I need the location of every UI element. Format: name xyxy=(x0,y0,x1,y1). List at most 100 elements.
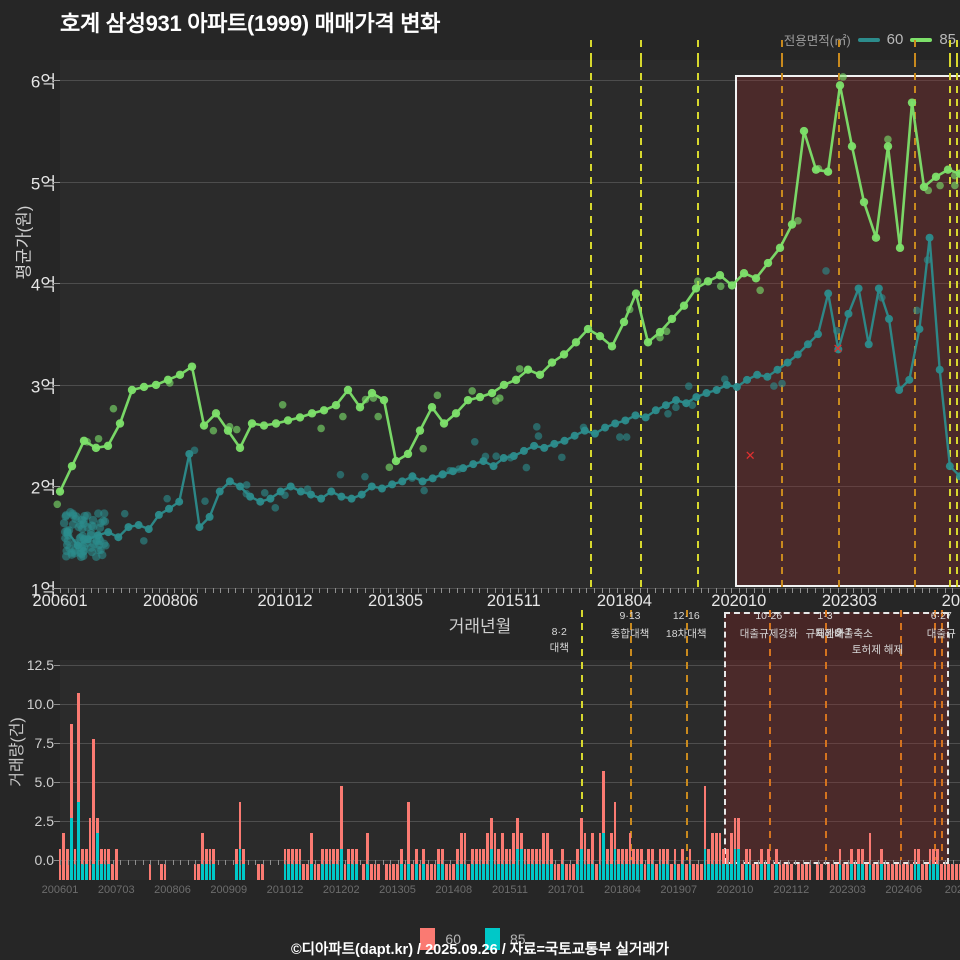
bar-60 xyxy=(448,864,452,880)
bar-60 xyxy=(853,864,857,880)
bar-85 xyxy=(849,864,853,880)
bar-85 xyxy=(407,864,411,880)
bar-60 xyxy=(572,864,576,880)
event-vline-top xyxy=(837,40,840,60)
bar-85 xyxy=(456,864,459,880)
bar-85 xyxy=(936,864,939,880)
bar-85 xyxy=(234,864,238,880)
event-vline-top xyxy=(914,40,917,60)
bar-85 xyxy=(647,864,651,880)
bar-60 xyxy=(778,864,782,880)
bar-60 xyxy=(613,801,617,880)
bar-85 xyxy=(212,864,216,880)
bar-60 xyxy=(594,864,598,880)
bar-60 xyxy=(546,833,549,880)
bar-60 xyxy=(568,864,572,880)
bar-85 xyxy=(92,864,96,880)
legend-swatch-60 xyxy=(857,37,880,42)
event-vline xyxy=(768,610,771,860)
bar-85 xyxy=(459,864,463,880)
bar-85 xyxy=(69,817,73,880)
bar-85 xyxy=(628,864,632,880)
bar-60 xyxy=(197,864,201,880)
bar-60 xyxy=(771,864,774,880)
bar-85 xyxy=(399,864,403,880)
bar-60 xyxy=(943,864,947,880)
x-tick-label: 202112 xyxy=(773,884,810,896)
gridline xyxy=(60,80,960,82)
x-tick-label: 201202 xyxy=(322,884,360,896)
bar-85 xyxy=(81,864,84,880)
bar-60 xyxy=(309,833,313,880)
bar-60 xyxy=(718,833,722,880)
bar-60 xyxy=(369,864,373,880)
bar-85 xyxy=(437,864,441,880)
bar-60 xyxy=(66,848,69,880)
bar-85 xyxy=(291,864,294,880)
y-tick-label: 12.5 xyxy=(26,656,54,673)
x-tick-label: 201408 xyxy=(435,884,473,896)
bar-85 xyxy=(587,864,591,880)
bar-60 xyxy=(407,801,411,880)
bar-85 xyxy=(77,801,81,880)
legend-bottom: 60 85 xyxy=(0,928,960,950)
bar-85 xyxy=(917,864,921,880)
bar-60 xyxy=(902,864,906,880)
bar-60 xyxy=(876,864,879,880)
bar-60 xyxy=(609,833,613,880)
bar-85 xyxy=(748,864,752,880)
bar-85 xyxy=(673,864,677,880)
x-tick-label: 200703 xyxy=(97,884,135,896)
bar-85 xyxy=(504,864,508,880)
bar-60 xyxy=(444,864,448,880)
bar-85 xyxy=(879,864,883,880)
bar-85 xyxy=(527,864,531,880)
bar-85 xyxy=(651,864,654,880)
bar-60 xyxy=(883,864,887,880)
bar-60 xyxy=(257,864,261,880)
y-tick-label: 1억 xyxy=(30,580,56,600)
x-tick-label: 201511 xyxy=(486,592,541,610)
bar-85 xyxy=(609,864,613,880)
bar-85 xyxy=(928,864,932,880)
bar-60 xyxy=(808,864,812,880)
bar-60 xyxy=(339,786,343,880)
legend-swatch-85 xyxy=(910,37,933,42)
bar-60 xyxy=(692,864,696,880)
bar-60 xyxy=(553,864,557,880)
bar-60 xyxy=(92,739,96,880)
bar-85 xyxy=(729,864,733,880)
bar-85 xyxy=(103,864,107,880)
bar-85 xyxy=(84,864,88,880)
bar-85 xyxy=(546,864,549,880)
gridline xyxy=(60,664,960,666)
bar-60 xyxy=(782,864,786,880)
y-tick-mark xyxy=(54,664,60,666)
bar-60 xyxy=(313,864,317,880)
bar-85 xyxy=(613,848,617,880)
bar-85 xyxy=(332,864,336,880)
bar-60 xyxy=(388,864,392,880)
bar-60 xyxy=(411,864,414,880)
y-tick-mark xyxy=(54,742,60,744)
bar-60 xyxy=(819,864,823,880)
bar-85 xyxy=(733,848,737,880)
annotation-label: 규제완화 xyxy=(805,628,845,640)
y-tick-label: 0.0 xyxy=(34,852,54,868)
bar-60 xyxy=(193,864,197,880)
bar-60 xyxy=(238,801,242,880)
bar-60 xyxy=(846,864,849,880)
bar-60 xyxy=(909,864,913,880)
bar-60 xyxy=(148,864,152,880)
volume-chart-ylabel: 거래량(건) xyxy=(9,717,26,787)
legend-bottom-swatch-60 xyxy=(420,928,436,950)
price-series-svg xyxy=(53,73,960,562)
price-chart-xaxis: 200601 200806 201012 201305 201511 201804 2020… xyxy=(0,592,960,618)
bar-85 xyxy=(501,864,504,880)
x-tick-label: 201804 xyxy=(596,592,652,610)
bar-60 xyxy=(924,864,928,880)
bar-60 xyxy=(827,864,831,880)
bar-85 xyxy=(321,864,324,880)
x-tick-label: 202303 xyxy=(821,592,877,610)
